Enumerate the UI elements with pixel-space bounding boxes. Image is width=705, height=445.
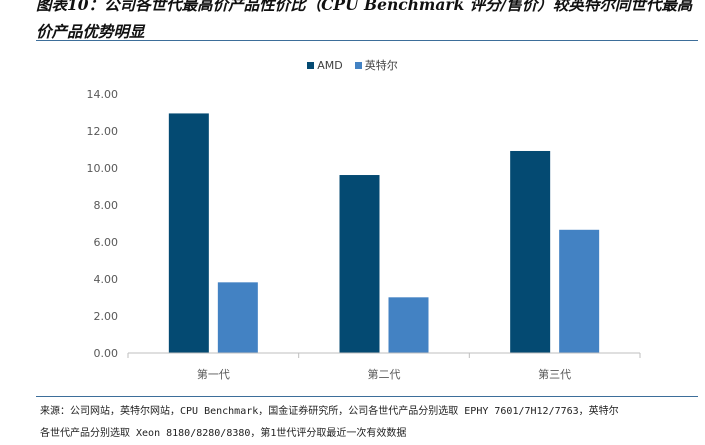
bar-amd-3: [510, 150, 551, 353]
legend-swatch-amd: [307, 61, 315, 69]
legend-label-amd: AMD: [317, 58, 343, 72]
y-tick-label: 12.00: [87, 125, 119, 138]
x-category-label: 第二代: [368, 367, 401, 381]
figure-title: 图表10：公司各世代最高价产品性价比（CPU Benchmark 评分/售价）较…: [36, 0, 693, 41]
y-tick-label: 2.00: [94, 310, 119, 323]
source-line-2: 各世代产品分别选取 Xeon 8180/8280/8380，第1世代评分取最近一…: [40, 428, 407, 439]
title-divider: [36, 40, 698, 41]
x-category-label: 第一代: [197, 367, 230, 381]
x-category-label: 第三代: [538, 367, 571, 381]
y-tick-label: 6.00: [94, 236, 119, 249]
source-note: 来源：公司网站，英特尔网站，CPU Benchmark，国金证券研究所，公司各世…: [40, 401, 700, 445]
legend-item-amd: AMD: [307, 57, 343, 73]
bar-intel-1: [217, 282, 258, 353]
legend-label-intel: 英特尔: [364, 59, 398, 72]
bar-intel-2: [388, 297, 429, 353]
y-tick-label: 14.00: [87, 88, 119, 101]
bar-chart: 0.00 2.00 4.00 6.00 8.00 10.00 12.00 14.00 第一代 第二…: [87, 88, 641, 381]
footer-divider: [36, 396, 698, 397]
y-tick-label: 4.00: [94, 273, 119, 286]
chart-legend: AMD 英特尔: [0, 57, 705, 73]
y-tick-label: 0.00: [94, 347, 119, 360]
bar-amd-2: [339, 175, 380, 353]
y-tick-label: 8.00: [94, 199, 119, 212]
bar-amd-1: [168, 113, 209, 353]
legend-swatch-intel: [354, 61, 362, 69]
source-line-1: 来源：公司网站，英特尔网站，CPU Benchmark，国金证券研究所，公司各世…: [40, 406, 619, 417]
y-tick-label: 10.00: [87, 162, 119, 175]
legend-item-intel: 英特尔: [354, 57, 398, 73]
bar-intel-3: [559, 229, 600, 353]
